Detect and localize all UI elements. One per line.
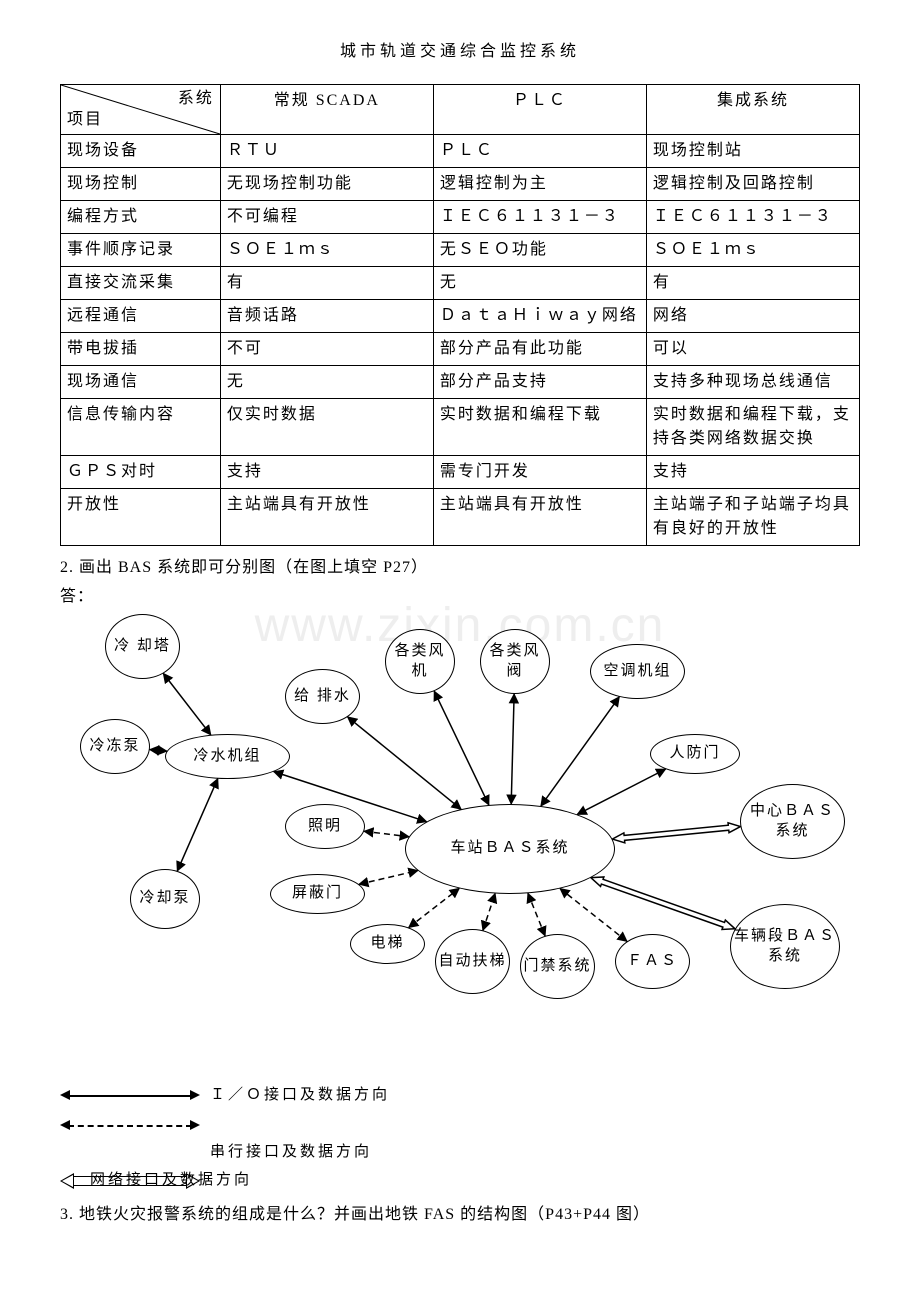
table-row: 现场设备ＲＴＵＰＬＣ现场控制站 — [61, 135, 860, 168]
legend-label-serial: 串行接口及数据方向 — [210, 1141, 372, 1164]
legend-row-io: Ｉ／Ｏ接口及数据方向 — [60, 1084, 860, 1107]
table-row: 编程方式不可编程ＩＥＣ６１１３１－３ＩＥＣ６１１３１－３ — [61, 201, 860, 234]
table-cell: ＩＥＣ６１１３１－３ — [433, 201, 646, 234]
table-cell: 仅实时数据 — [220, 399, 433, 456]
diagram-node-center: 车站ＢＡＳ系统 — [405, 804, 615, 894]
table-cell: 事件顺序记录 — [61, 234, 221, 267]
table-cell: 无现场控制功能 — [220, 168, 433, 201]
table-cell: 支持 — [220, 456, 433, 489]
table-cell: 直接交流采集 — [61, 267, 221, 300]
table-row: 远程通信音频话路ＤａｔａＨｉｗａｙ网络网络 — [61, 300, 860, 333]
bas-diagram: 车站ＢＡＳ系统 冷 却塔冷冻泵冷水机组 给 排水各类风机各类风阀空调机组人防门中心Ｂ… — [60, 614, 860, 1074]
table-cell: 不可 — [220, 333, 433, 366]
table-cell: 有 — [220, 267, 433, 300]
legend-label-io: Ｉ／Ｏ接口及数据方向 — [210, 1084, 390, 1107]
comparison-table: 系统 项目 常规 SCADA ＰＬＣ 集成系统 现场设备ＲＴＵＰＬＣ现场控制站现… — [60, 84, 860, 546]
diagram-node-fan2: 各类风阀 — [480, 629, 550, 694]
diagram-node-cold_water: 冷水机组 — [165, 734, 290, 779]
table-cell: ＰＬＣ — [433, 135, 646, 168]
diagram-node-elevator: 电梯 — [350, 924, 425, 964]
table-cell: ＤａｔａＨｉｗａｙ网络 — [433, 300, 646, 333]
table-header-diagonal: 系统 项目 — [61, 85, 221, 135]
table-cell: 编程方式 — [61, 201, 221, 234]
legend: Ｉ／Ｏ接口及数据方向 串行接口及数据方向 网络接口及数据方向 — [60, 1084, 860, 1191]
diagram-node-fan1: 各类风机 — [385, 629, 455, 694]
table-row: 现场通信无部分产品支持支持多种现场总线通信 — [61, 366, 860, 399]
table-cell: 支持 — [646, 456, 859, 489]
diagram-node-freeze_pump: 冷冻泵 — [80, 719, 150, 774]
diag-bottom-label: 项目 — [67, 108, 103, 132]
table-cell: ＲＴＵ — [220, 135, 433, 168]
diagram-node-water_supply: 给 排水 — [285, 669, 360, 724]
diagram-node-cooling_pump: 冷却泵 — [130, 869, 200, 929]
table-cell: 可以 — [646, 333, 859, 366]
diagram-node-lighting: 照明 — [285, 804, 365, 849]
table-row: 带电拔插不可部分产品有此功能可以 — [61, 333, 860, 366]
table-cell: 现场控制 — [61, 168, 221, 201]
diagram-node-escalator: 自动扶梯 — [435, 929, 510, 994]
legend-row-network: 网络接口及数据方向 — [60, 1171, 860, 1191]
table-cell: ＧＰＳ对时 — [61, 456, 221, 489]
table-row: 事件顺序记录ＳＯＥ１ｍｓ无ＳＥＯ功能ＳＯＥ１ｍｓ — [61, 234, 860, 267]
table-cell: 开放性 — [61, 489, 221, 546]
table-cell: ＳＯＥ１ｍｓ — [220, 234, 433, 267]
table-header-col2: 常规 SCADA — [220, 85, 433, 135]
table-cell: 主站端具有开放性 — [433, 489, 646, 546]
table-cell: 实时数据和编程下载，支持各类网络数据交换 — [646, 399, 859, 456]
legend-row-serial — [60, 1115, 860, 1135]
table-cell: 需专门开发 — [433, 456, 646, 489]
table-row: ＧＰＳ对时支持需专门开发支持 — [61, 456, 860, 489]
table-cell: 逻辑控制及回路控制 — [646, 168, 859, 201]
diagram-node-door_access: 门禁系统 — [520, 934, 595, 999]
table-cell: 部分产品有此功能 — [433, 333, 646, 366]
table-cell: 带电拔插 — [61, 333, 221, 366]
table-cell: 部分产品支持 — [433, 366, 646, 399]
answer-label: 答： — [60, 585, 860, 609]
diagram-node-fas: ＦＡＳ — [615, 934, 690, 989]
table-cell: 现场设备 — [61, 135, 221, 168]
table-row: 开放性主站端具有开放性主站端具有开放性主站端子和子站端子均具有良好的开放性 — [61, 489, 860, 546]
table-cell: 现场控制站 — [646, 135, 859, 168]
table-row: 直接交流采集有无有 — [61, 267, 860, 300]
table-cell: ＩＥＣ６１１３１－３ — [646, 201, 859, 234]
legend-label-network: 网络接口及数据方向 — [90, 1169, 252, 1192]
diagram-node-vehicle_bas: 车辆段ＢＡＳ系统 — [730, 904, 840, 989]
question-3: 3. 地铁火灾报警系统的组成是什么？并画出地铁 FAS 的结构图（P43+P44… — [60, 1203, 860, 1227]
table-cell: 网络 — [646, 300, 859, 333]
table-cell: 无 — [433, 267, 646, 300]
diagram-node-defense_door: 人防门 — [650, 734, 740, 774]
legend-row-serial-text: 串行接口及数据方向 — [210, 1141, 860, 1164]
table-cell: 信息传输内容 — [61, 399, 221, 456]
table-cell: 主站端子和子站端子均具有良好的开放性 — [646, 489, 859, 546]
page-title: 城市轨道交通综合监控系统 — [60, 40, 860, 64]
diagram-node-screen_door: 屏蔽门 — [270, 874, 365, 914]
diagram-node-center_bas: 中心ＢＡＳ系统 — [740, 784, 845, 859]
table-cell: 不可编程 — [220, 201, 433, 234]
table-cell: 音频话路 — [220, 300, 433, 333]
table-cell: 逻辑控制为主 — [433, 168, 646, 201]
table-cell: 主站端具有开放性 — [220, 489, 433, 546]
table-header-col4: 集成系统 — [646, 85, 859, 135]
table-cell: 支持多种现场总线通信 — [646, 366, 859, 399]
table-cell: 无ＳＥＯ功能 — [433, 234, 646, 267]
table-header-col3: ＰＬＣ — [433, 85, 646, 135]
table-cell: 无 — [220, 366, 433, 399]
table-cell: 现场通信 — [61, 366, 221, 399]
table-row: 信息传输内容仅实时数据实时数据和编程下载实时数据和编程下载，支持各类网络数据交换 — [61, 399, 860, 456]
table-cell: 实时数据和编程下载 — [433, 399, 646, 456]
question-2: 2. 画出 BAS 系统即可分别图（在图上填空 P27） — [60, 556, 860, 580]
diagram-node-cooling_tower: 冷 却塔 — [105, 614, 180, 679]
table-cell: 有 — [646, 267, 859, 300]
diagram-node-ac_unit: 空调机组 — [590, 644, 685, 699]
diag-top-label: 系统 — [178, 87, 214, 111]
table-row: 现场控制无现场控制功能逻辑控制为主逻辑控制及回路控制 — [61, 168, 860, 201]
table-cell: ＳＯＥ１ｍｓ — [646, 234, 859, 267]
table-cell: 远程通信 — [61, 300, 221, 333]
